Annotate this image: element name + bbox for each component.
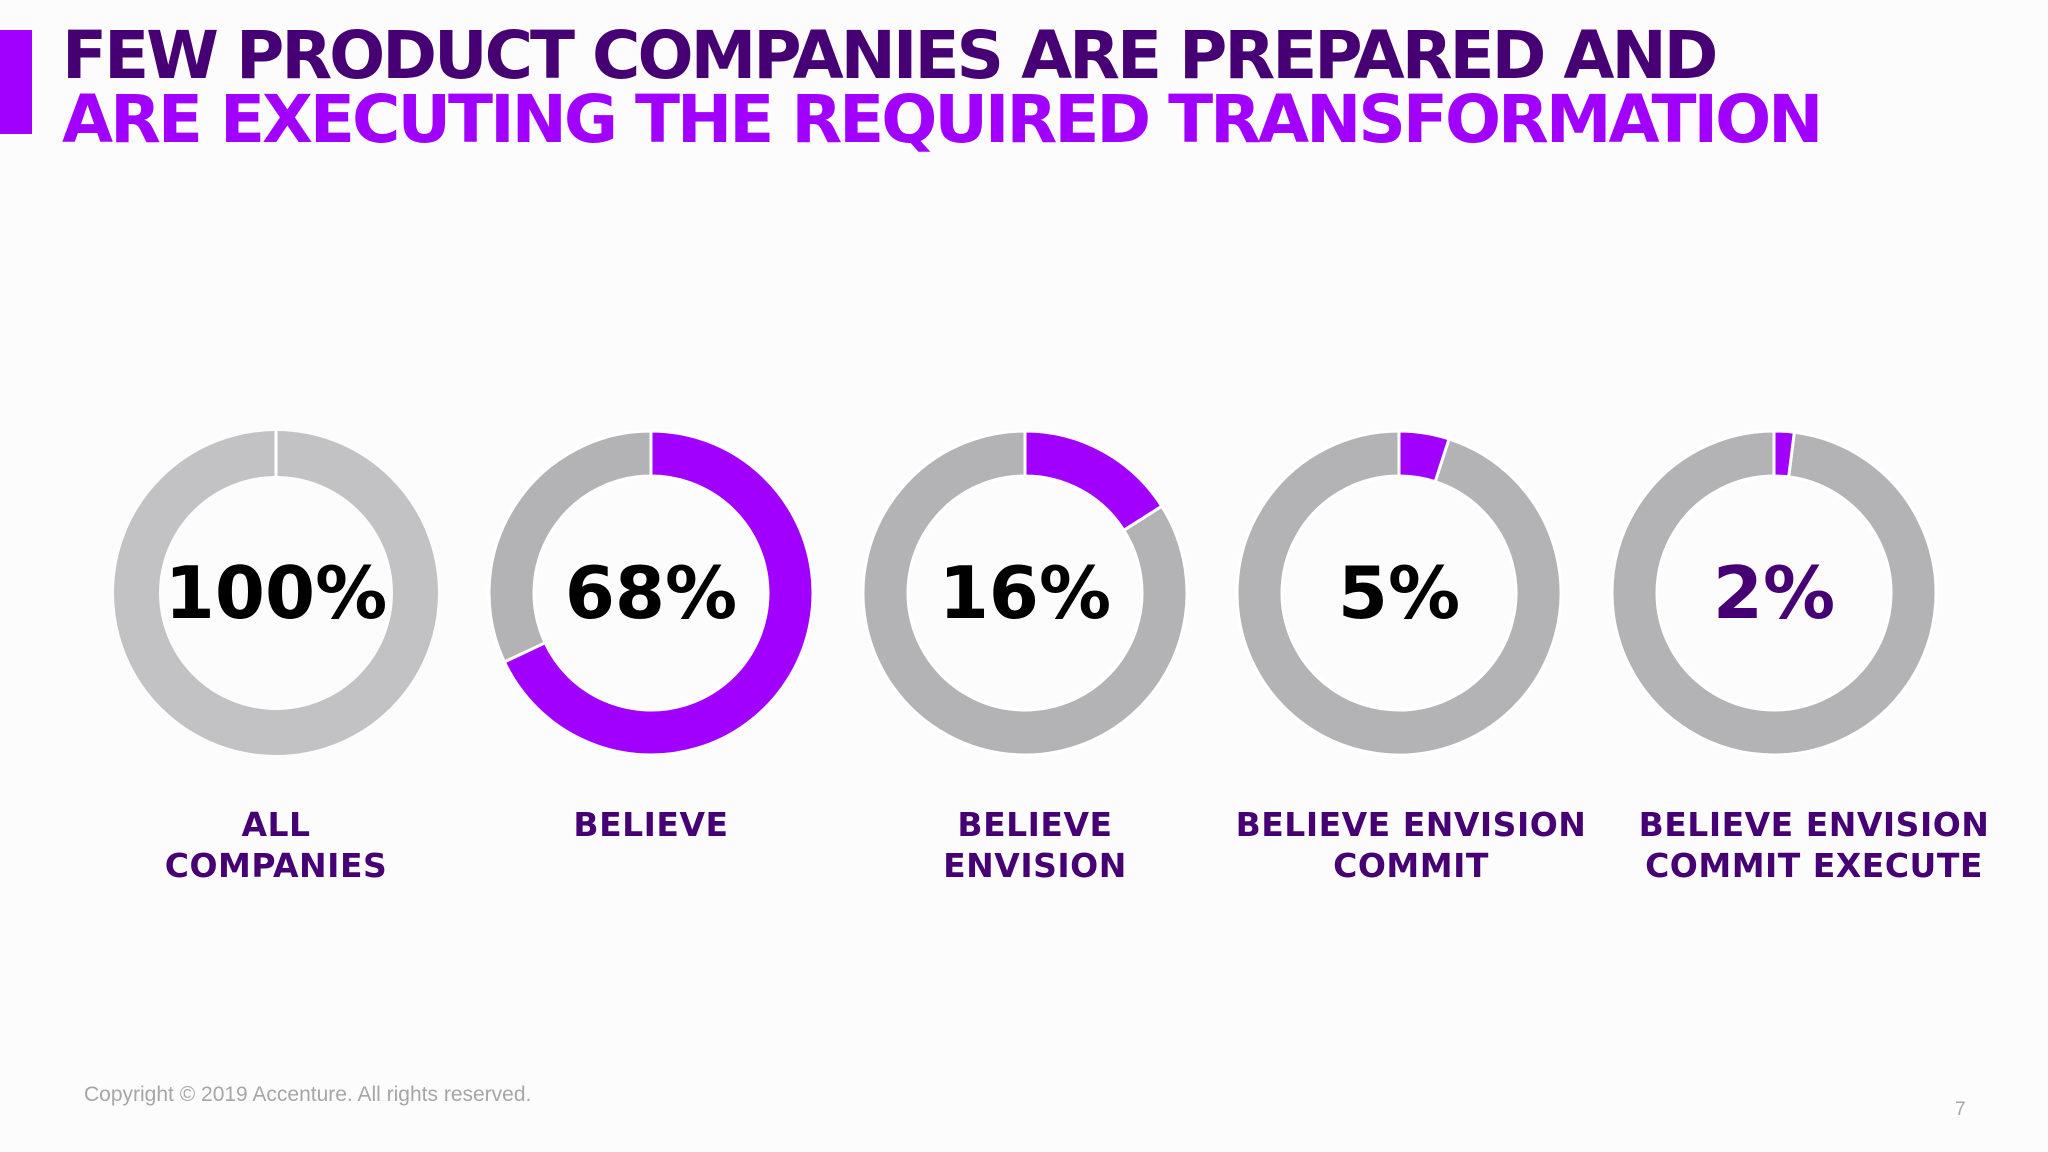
donut-value-label: 2% [1713, 551, 1835, 635]
title-line-2: ARE EXECUTING THE REQUIRED TRANSFORMATIO… [62, 81, 1823, 158]
donut-value-label: 100% [165, 551, 387, 635]
donut-remainder-segment [861, 429, 1189, 757]
donut-value-segment [1772, 429, 1796, 479]
donut-category-label: COMMIT [1333, 846, 1489, 885]
donut-value-segment [502, 429, 815, 757]
donut-value-label: 16% [939, 551, 1111, 635]
donut-remainder-segment [1610, 429, 1938, 757]
title-line-1: FEW PRODUCT COMPANIES ARE PREPARED AND [62, 17, 1718, 94]
accent-bar [0, 30, 32, 134]
donut-category-label: BELIEVE [573, 805, 728, 844]
donut-category-label: BELIEVE ENVISION [1236, 805, 1587, 844]
donut-value-label: 5% [1338, 551, 1460, 635]
donut-category-label: ENVISION [943, 846, 1127, 885]
donut-value-label: 68% [565, 551, 737, 635]
donut-category-label: BELIEVE [957, 805, 1112, 844]
copyright-notice: Copyright © 2019 Accenture. All rights r… [84, 1083, 532, 1106]
page-number: 7 [1955, 1099, 1966, 1120]
donut-category-label: COMMIT EXECUTE [1645, 846, 1983, 885]
donut-value-segment [1397, 429, 1451, 484]
donut-category-label: COMPANIES [165, 846, 388, 885]
donut-value-segment [1023, 429, 1164, 533]
donut-category-label: ALL [241, 805, 310, 844]
donut-category-label: BELIEVE ENVISION [1639, 805, 1990, 844]
slide-title: FEW PRODUCT COMPANIES ARE PREPARED AND A… [62, 17, 1823, 158]
donut-2: 68% BELIEVE [487, 429, 815, 844]
donut-remainder-segment [1235, 429, 1563, 757]
